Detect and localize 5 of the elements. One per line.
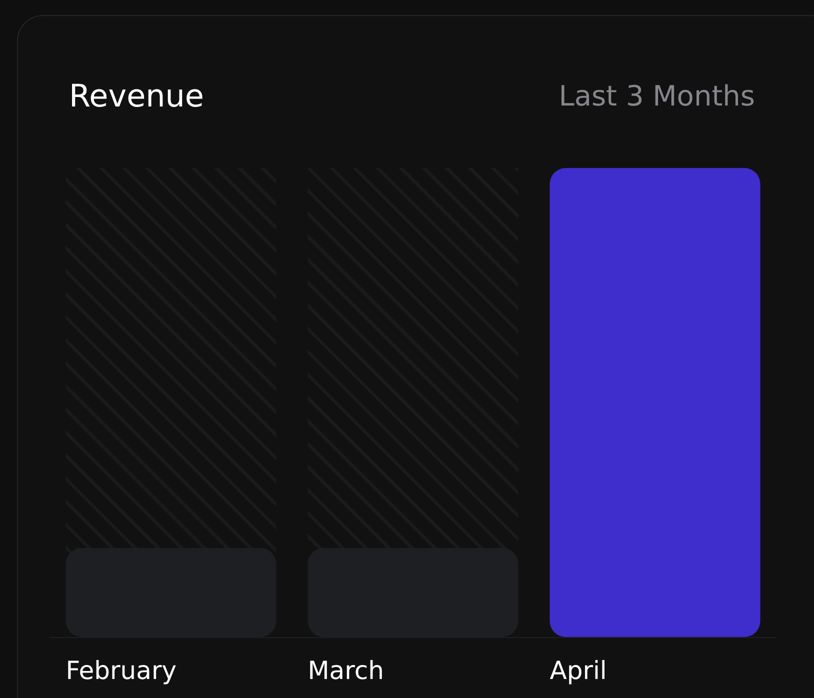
chart-title: Revenue — [69, 78, 204, 114]
x-tick-label: April — [550, 656, 607, 685]
chart-subtitle: Last 3 Months — [558, 80, 756, 112]
x-tick-label: February — [66, 656, 177, 685]
x-tick-label: March — [308, 656, 384, 685]
